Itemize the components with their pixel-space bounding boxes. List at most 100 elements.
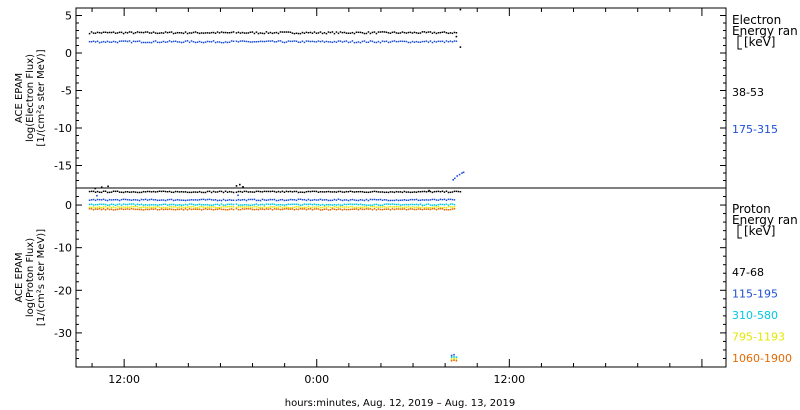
data-point	[110, 31, 113, 34]
data-point	[325, 203, 328, 206]
data-point	[455, 359, 458, 362]
data-point	[132, 199, 135, 201]
data-point	[102, 206, 105, 208]
data-point	[331, 31, 334, 33]
data-point	[433, 204, 436, 206]
data-point	[403, 31, 406, 34]
data-point	[136, 191, 139, 194]
data-point	[168, 203, 171, 206]
data-point	[265, 199, 268, 201]
data-point	[112, 31, 115, 33]
data-point	[379, 191, 382, 193]
data-point	[106, 204, 109, 206]
data-point	[317, 40, 320, 42]
data-point	[297, 203, 300, 206]
data-point	[210, 208, 213, 211]
data-point	[301, 204, 304, 206]
data-point	[387, 199, 390, 202]
data-point	[94, 187, 97, 190]
data-point	[319, 40, 322, 43]
time-axis: 12:00 0:00 12:00	[91, 8, 703, 386]
data-point	[431, 206, 434, 209]
data-point	[144, 41, 147, 44]
data-point	[283, 199, 286, 202]
data-point	[447, 198, 450, 201]
data-point	[363, 204, 366, 206]
data-point	[387, 206, 390, 208]
data-point	[305, 191, 308, 193]
data-point	[291, 208, 294, 210]
data-point	[152, 199, 155, 201]
data-point	[299, 191, 302, 193]
data-point	[353, 208, 356, 210]
data-point	[427, 208, 430, 210]
data-point	[401, 208, 404, 210]
data-point	[341, 31, 344, 34]
y-tick-label: 0	[65, 199, 72, 212]
data-point	[186, 204, 189, 206]
legend-title-line: [keV]	[744, 35, 775, 49]
data-point	[204, 204, 207, 206]
data-point	[150, 204, 153, 206]
data-point	[178, 41, 181, 43]
data-point	[249, 204, 252, 206]
data-point	[327, 203, 330, 206]
data-point	[237, 41, 240, 43]
data-point	[202, 41, 205, 44]
data-point	[319, 206, 322, 209]
data-point	[168, 208, 171, 210]
data-point	[277, 32, 280, 35]
data-point	[241, 208, 244, 210]
data-point	[441, 203, 444, 206]
data-point	[237, 208, 240, 211]
data-point	[134, 208, 137, 211]
data-point	[222, 205, 225, 208]
data-point	[373, 198, 376, 201]
data-point	[383, 31, 386, 33]
data-point	[160, 208, 163, 210]
data-point	[100, 207, 103, 209]
data-point	[216, 31, 219, 33]
data-point	[399, 191, 402, 193]
data-point	[317, 203, 320, 206]
data-point	[100, 41, 103, 43]
data-point	[453, 356, 455, 358]
legend-title-line: Energy ran	[732, 213, 798, 227]
data-point	[357, 209, 360, 211]
data-point	[419, 191, 422, 193]
data-point	[178, 206, 181, 208]
data-point	[202, 208, 205, 211]
data-point	[389, 203, 392, 205]
data-point	[107, 185, 109, 188]
data-point	[245, 40, 248, 43]
data-point	[417, 199, 420, 202]
data-point	[435, 206, 438, 208]
data-point	[317, 191, 320, 193]
data-point	[377, 191, 380, 193]
data-point	[251, 204, 254, 206]
data-point	[297, 198, 300, 201]
data-point	[311, 209, 314, 211]
data-point	[369, 204, 372, 206]
data-point	[134, 32, 137, 34]
data-point	[98, 207, 101, 210]
data-point	[335, 199, 338, 201]
data-point	[437, 199, 440, 201]
data-point	[180, 41, 183, 44]
data-point	[261, 206, 264, 209]
data-point	[92, 190, 95, 193]
data-point	[257, 204, 260, 206]
data-point	[409, 41, 412, 44]
data-point	[259, 203, 262, 206]
data-point	[437, 208, 440, 210]
data-point	[204, 208, 207, 210]
legend-bracket-icon	[737, 35, 742, 50]
data-point	[120, 206, 123, 209]
data-point	[449, 203, 452, 205]
data-point	[88, 40, 91, 43]
data-point	[220, 41, 223, 44]
data-point	[96, 31, 99, 34]
data-point	[323, 199, 326, 201]
data-point	[399, 199, 402, 201]
